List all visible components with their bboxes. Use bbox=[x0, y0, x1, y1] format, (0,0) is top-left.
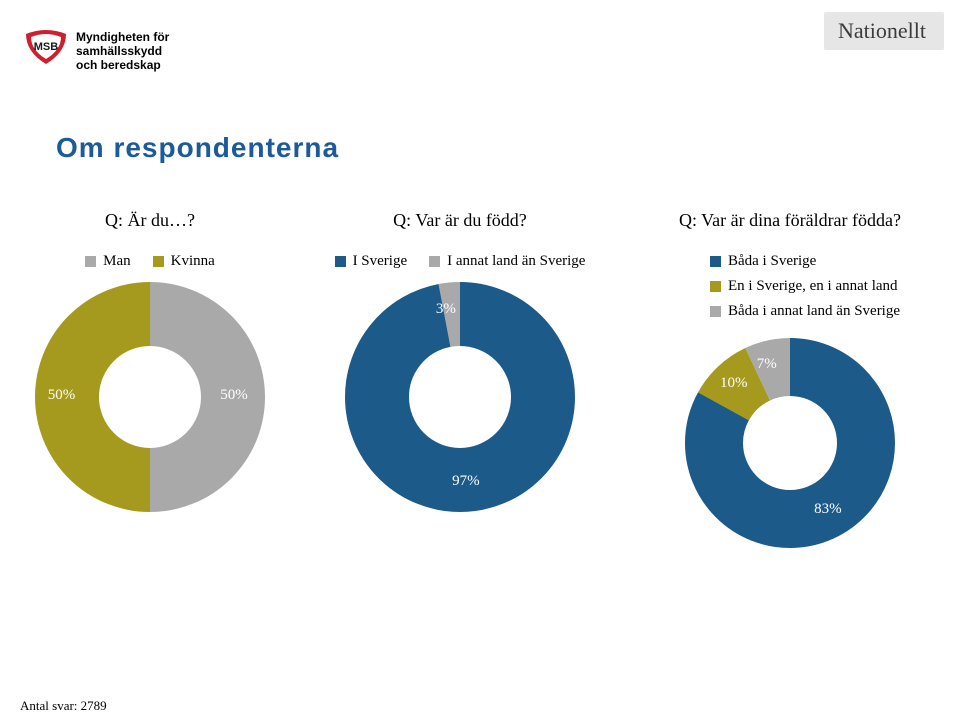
legend-swatch bbox=[710, 256, 721, 267]
legend-item: Kvinna bbox=[153, 253, 215, 270]
legend-item: I Sverige bbox=[335, 253, 408, 270]
org-name-line: Myndigheten för bbox=[76, 30, 169, 44]
question-gender: Q: Är du…? bbox=[105, 210, 195, 231]
question-birth: Q: Var är du född? bbox=[393, 210, 527, 231]
chart-col-birth: Q: Var är du född? I Sverige I annat land… bbox=[300, 210, 620, 548]
legend-birth: I Sverige I annat land än Sverige bbox=[335, 253, 586, 270]
donut-pct-label: 10% bbox=[720, 375, 748, 392]
chart-col-gender: Q: Är du…? Man Kvinna 50% 50% bbox=[0, 210, 300, 548]
donut-pct-label: 7% bbox=[757, 356, 777, 373]
donut-birth: 97% 3% bbox=[345, 282, 575, 512]
legend-item: En i Sverige, en i annat land bbox=[710, 278, 898, 295]
donut-pct-label: 83% bbox=[814, 501, 842, 518]
question-parents: Q: Var är dina föräldrar födda? bbox=[679, 210, 901, 231]
legend-parents: Båda i Sverige En i Sverige, en i annat l… bbox=[680, 253, 900, 320]
donut-parents: 83% 10% 7% bbox=[685, 338, 895, 548]
legend-swatch bbox=[429, 256, 440, 267]
donut-pct-label: 3% bbox=[436, 301, 456, 318]
msb-logo-icon: MSB bbox=[24, 30, 68, 66]
legend-label: Man bbox=[103, 253, 131, 270]
donut-gender: 50% 50% bbox=[35, 282, 265, 512]
svg-text:MSB: MSB bbox=[34, 41, 59, 53]
legend-label: Kvinna bbox=[171, 253, 215, 270]
donut-pct-label: 50% bbox=[220, 387, 248, 404]
legend-swatch bbox=[710, 306, 721, 317]
org-name-line: och beredskap bbox=[76, 58, 169, 72]
page: Nationellt MSB Myndigheten för samhällss… bbox=[0, 0, 960, 728]
org-name-line: samhällsskydd bbox=[76, 44, 169, 58]
legend-swatch bbox=[85, 256, 96, 267]
page-title: Om respondenterna bbox=[56, 132, 339, 164]
legend-item: Båda i Sverige bbox=[710, 253, 816, 270]
legend-item: I annat land än Sverige bbox=[429, 253, 585, 270]
legend-swatch bbox=[710, 281, 721, 292]
legend-item: Båda i annat land än Sverige bbox=[710, 303, 900, 320]
response-count: Antal svar: 2789 bbox=[20, 698, 107, 714]
org-logo: MSB Myndigheten för samhällsskydd och be… bbox=[24, 30, 169, 72]
chart-col-parents: Q: Var är dina föräldrar födda? Båda i S… bbox=[620, 210, 960, 548]
legend-item: Man bbox=[85, 253, 131, 270]
charts-row: Q: Är du…? Man Kvinna 50% 50% Q: Var är du… bbox=[0, 210, 960, 548]
legend-label: Båda i annat land än Sverige bbox=[728, 303, 900, 320]
response-count-value: 2789 bbox=[81, 698, 107, 713]
legend-swatch bbox=[153, 256, 164, 267]
org-name: Myndigheten för samhällsskydd och bereds… bbox=[76, 30, 169, 72]
context-badge: Nationellt bbox=[824, 12, 944, 50]
legend-gender: Man Kvinna bbox=[85, 253, 215, 270]
legend-label: En i Sverige, en i annat land bbox=[728, 278, 898, 295]
donut-pct-label: 97% bbox=[452, 473, 480, 490]
response-count-label: Antal svar: bbox=[20, 698, 77, 713]
legend-label: Båda i Sverige bbox=[728, 253, 816, 270]
legend-label: I Sverige bbox=[353, 253, 408, 270]
legend-label: I annat land än Sverige bbox=[447, 253, 585, 270]
legend-swatch bbox=[335, 256, 346, 267]
donut-pct-label: 50% bbox=[48, 387, 76, 404]
